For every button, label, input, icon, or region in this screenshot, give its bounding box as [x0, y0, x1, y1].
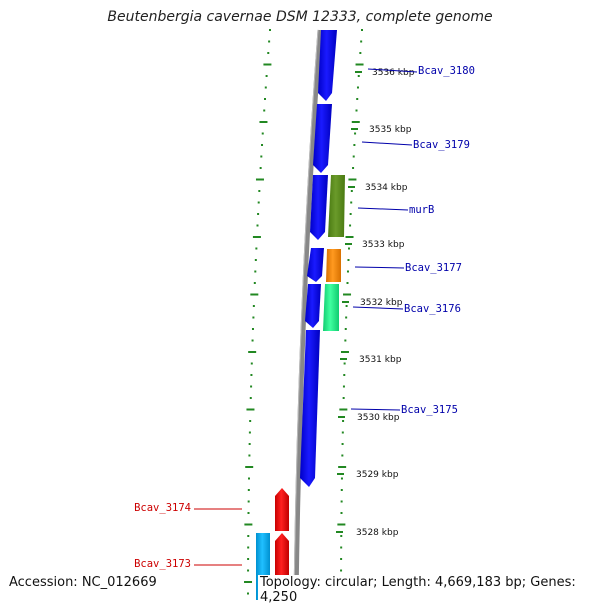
label-Bcav_3173[interactable]: Bcav_3173 — [134, 558, 191, 570]
tick-label: 3536 kbp — [372, 68, 415, 78]
tick-label: 3533 kbp — [362, 240, 405, 250]
label-Bcav_3174[interactable]: Bcav_3174 — [134, 502, 191, 514]
label-Bcav_3180[interactable]: Bcav_3180 — [418, 65, 475, 77]
genome-backbone — [293, 29, 323, 600]
gene-Bcav_3176[interactable] — [323, 284, 339, 331]
gene-Bcav_3177-forward[interactable] — [307, 248, 324, 282]
forward-strand-genes — [300, 30, 345, 487]
gene-murB[interactable] — [328, 175, 345, 237]
gene-Bcav_3180[interactable] — [318, 30, 337, 101]
label-murB[interactable]: murB — [409, 204, 434, 216]
gene-Bcav_3178[interactable] — [310, 175, 328, 240]
tick-label: 3529 kbp — [356, 470, 399, 480]
label-Bcav_3175[interactable]: Bcav_3175 — [401, 404, 458, 416]
gene-labels: Bcav_3180 Bcav_3179 murB Bcav_3177 Bcav_… — [134, 65, 475, 570]
outer-dotted-ring — [337, 29, 364, 595]
gene-Bcav_3179[interactable] — [313, 104, 332, 173]
gene-Bcav_3174[interactable] — [275, 488, 289, 531]
label-Bcav_3179[interactable]: Bcav_3179 — [413, 139, 470, 151]
leader-Bcav_3175 — [350, 408, 401, 411]
gene-Bcav_3177[interactable] — [326, 249, 341, 282]
tick-label: 3531 kbp — [359, 355, 402, 365]
map-title: Beutenbergia cavernae DSM 12333, complet… — [107, 9, 493, 25]
position-scale: 3536 kbp 3535 kbp 3534 kbp 3533 kbp 3532 kbp… — [336, 68, 415, 538]
label-Bcav_3176[interactable]: Bcav_3176 — [404, 303, 461, 315]
leader-Bcav_3176 — [352, 306, 404, 310]
label-Bcav_3177[interactable]: Bcav_3177 — [405, 262, 462, 274]
tick-label: 3530 kbp — [357, 413, 400, 423]
leader-Bcav_3179 — [361, 141, 413, 146]
leader-murB — [357, 207, 409, 211]
topology-text: Topology: circular; Length: 4,669,183 bp… — [258, 575, 600, 605]
tick-label: 3528 kbp — [356, 528, 399, 538]
gene-Bcav_3175[interactable] — [300, 330, 320, 487]
gene-Bcav_3176-forward[interactable] — [305, 284, 321, 328]
tick-label: 3534 kbp — [365, 183, 408, 193]
genome-backbone-highlight — [293, 29, 319, 600]
leader-Bcav_3180 — [367, 68, 418, 73]
leader-Bcav_3177 — [354, 266, 405, 269]
tick-label: 3535 kbp — [369, 125, 412, 135]
accession-text: Accession: NC_012669 — [7, 575, 159, 590]
label-leader-lines — [194, 68, 418, 566]
inner-dotted-ring — [244, 29, 272, 595]
tick-label: 3532 kbp — [360, 298, 403, 308]
